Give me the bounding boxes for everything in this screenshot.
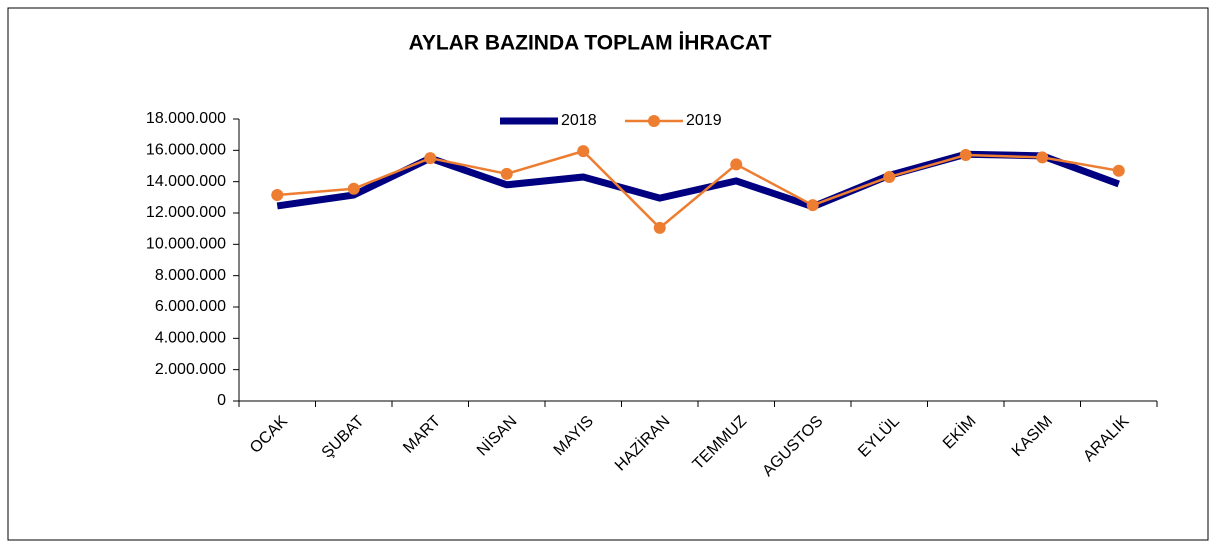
point — [806, 199, 819, 212]
point — [424, 152, 437, 165]
y-tick-label: 0 — [217, 392, 226, 409]
y-tick-label: 14.000.000 — [146, 173, 226, 190]
chart-title: AYLAR BAZINDA TOPLAM İHRACAT — [409, 32, 772, 55]
point — [730, 158, 743, 171]
y-tick-label: 2.000.000 — [155, 361, 226, 378]
legend-marker — [648, 115, 660, 127]
y-tick-label: 4.000.000 — [155, 330, 226, 347]
y-tick-label: 12.000.000 — [146, 204, 226, 221]
point — [347, 182, 360, 195]
point — [271, 188, 284, 201]
point — [577, 145, 590, 158]
y-tick-label: 10.000.000 — [146, 236, 226, 253]
y-tick-label: 8.000.000 — [155, 267, 226, 284]
point — [883, 170, 896, 183]
legend-label: 2018 — [561, 112, 597, 129]
point — [959, 149, 972, 162]
y-tick-label: 16.000.000 — [146, 142, 226, 159]
point — [500, 167, 513, 180]
y-tick-label: 18.000.000 — [146, 110, 226, 127]
y-tick-label: 6.000.000 — [155, 298, 226, 315]
chart-border — [7, 7, 1209, 541]
point — [1036, 151, 1049, 164]
point — [1112, 164, 1125, 177]
point — [653, 221, 666, 234]
line-series — [277, 149, 1119, 230]
legend-label: 2019 — [686, 112, 722, 129]
